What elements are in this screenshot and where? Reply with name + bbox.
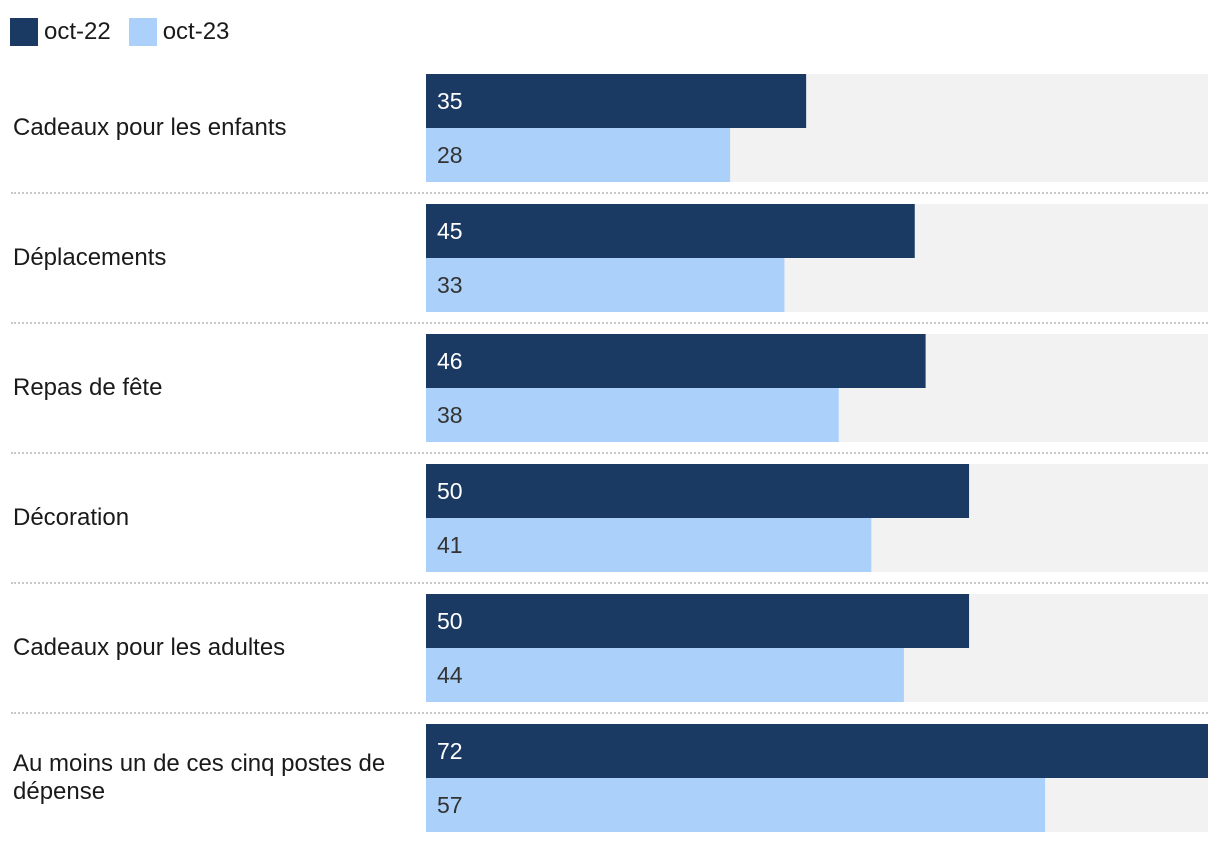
data-label-oct-22: 50 [437, 478, 463, 504]
bar-oct-23 [426, 778, 1046, 832]
data-label-oct-22: 50 [437, 608, 463, 634]
row-separator [11, 192, 1208, 194]
bar-oct-23 [426, 128, 731, 182]
category-label: Cadeaux pour les enfants [13, 114, 287, 141]
bar-oct-22 [426, 74, 807, 128]
data-label-oct-22: 35 [437, 88, 463, 114]
data-label-oct-23: 57 [437, 792, 463, 818]
data-label-oct-23: 44 [437, 662, 463, 688]
legend: oct-22 oct-23 [10, 17, 247, 47]
category-label: Déplacements [13, 244, 167, 271]
data-label-oct-22: 45 [437, 218, 463, 244]
bar-oct-23 [426, 388, 839, 442]
legend-swatch-oct-22 [10, 18, 38, 46]
category-label: Décoration [13, 504, 130, 531]
legend-item-oct-22: oct-22 [10, 18, 111, 46]
legend-label-oct-22: oct-22 [44, 18, 111, 45]
legend-swatch-oct-23 [128, 18, 157, 46]
bar-oct-22 [426, 594, 970, 648]
legend-item-oct-23: oct-23 [128, 18, 230, 46]
data-label-oct-22: 72 [437, 738, 463, 764]
category-label: Cadeaux pour les adultes [13, 634, 286, 661]
bar-oct-23 [426, 648, 904, 702]
bar-oct-22 [426, 204, 915, 258]
data-label-oct-23: 28 [437, 142, 463, 168]
data-label-oct-22: 46 [437, 348, 463, 374]
bar-oct-23 [426, 258, 785, 312]
bar-oct-22 [426, 464, 970, 518]
row-separator [11, 322, 1208, 324]
data-label-oct-23: 33 [437, 272, 463, 298]
category-label: Repas de fête [13, 374, 163, 401]
bar-oct-22 [426, 724, 1208, 778]
legend-label-oct-23: oct-23 [162, 18, 230, 45]
bar-oct-22 [426, 334, 926, 388]
data-label-oct-23: 41 [437, 532, 463, 558]
category-label: Au moins un de ces cinq postes de dépens… [13, 750, 386, 805]
bar-oct-23 [426, 518, 872, 572]
data-label-oct-23: 38 [437, 402, 463, 428]
row-separator [11, 452, 1208, 454]
row-separator [11, 582, 1208, 584]
row-separator [11, 712, 1208, 714]
